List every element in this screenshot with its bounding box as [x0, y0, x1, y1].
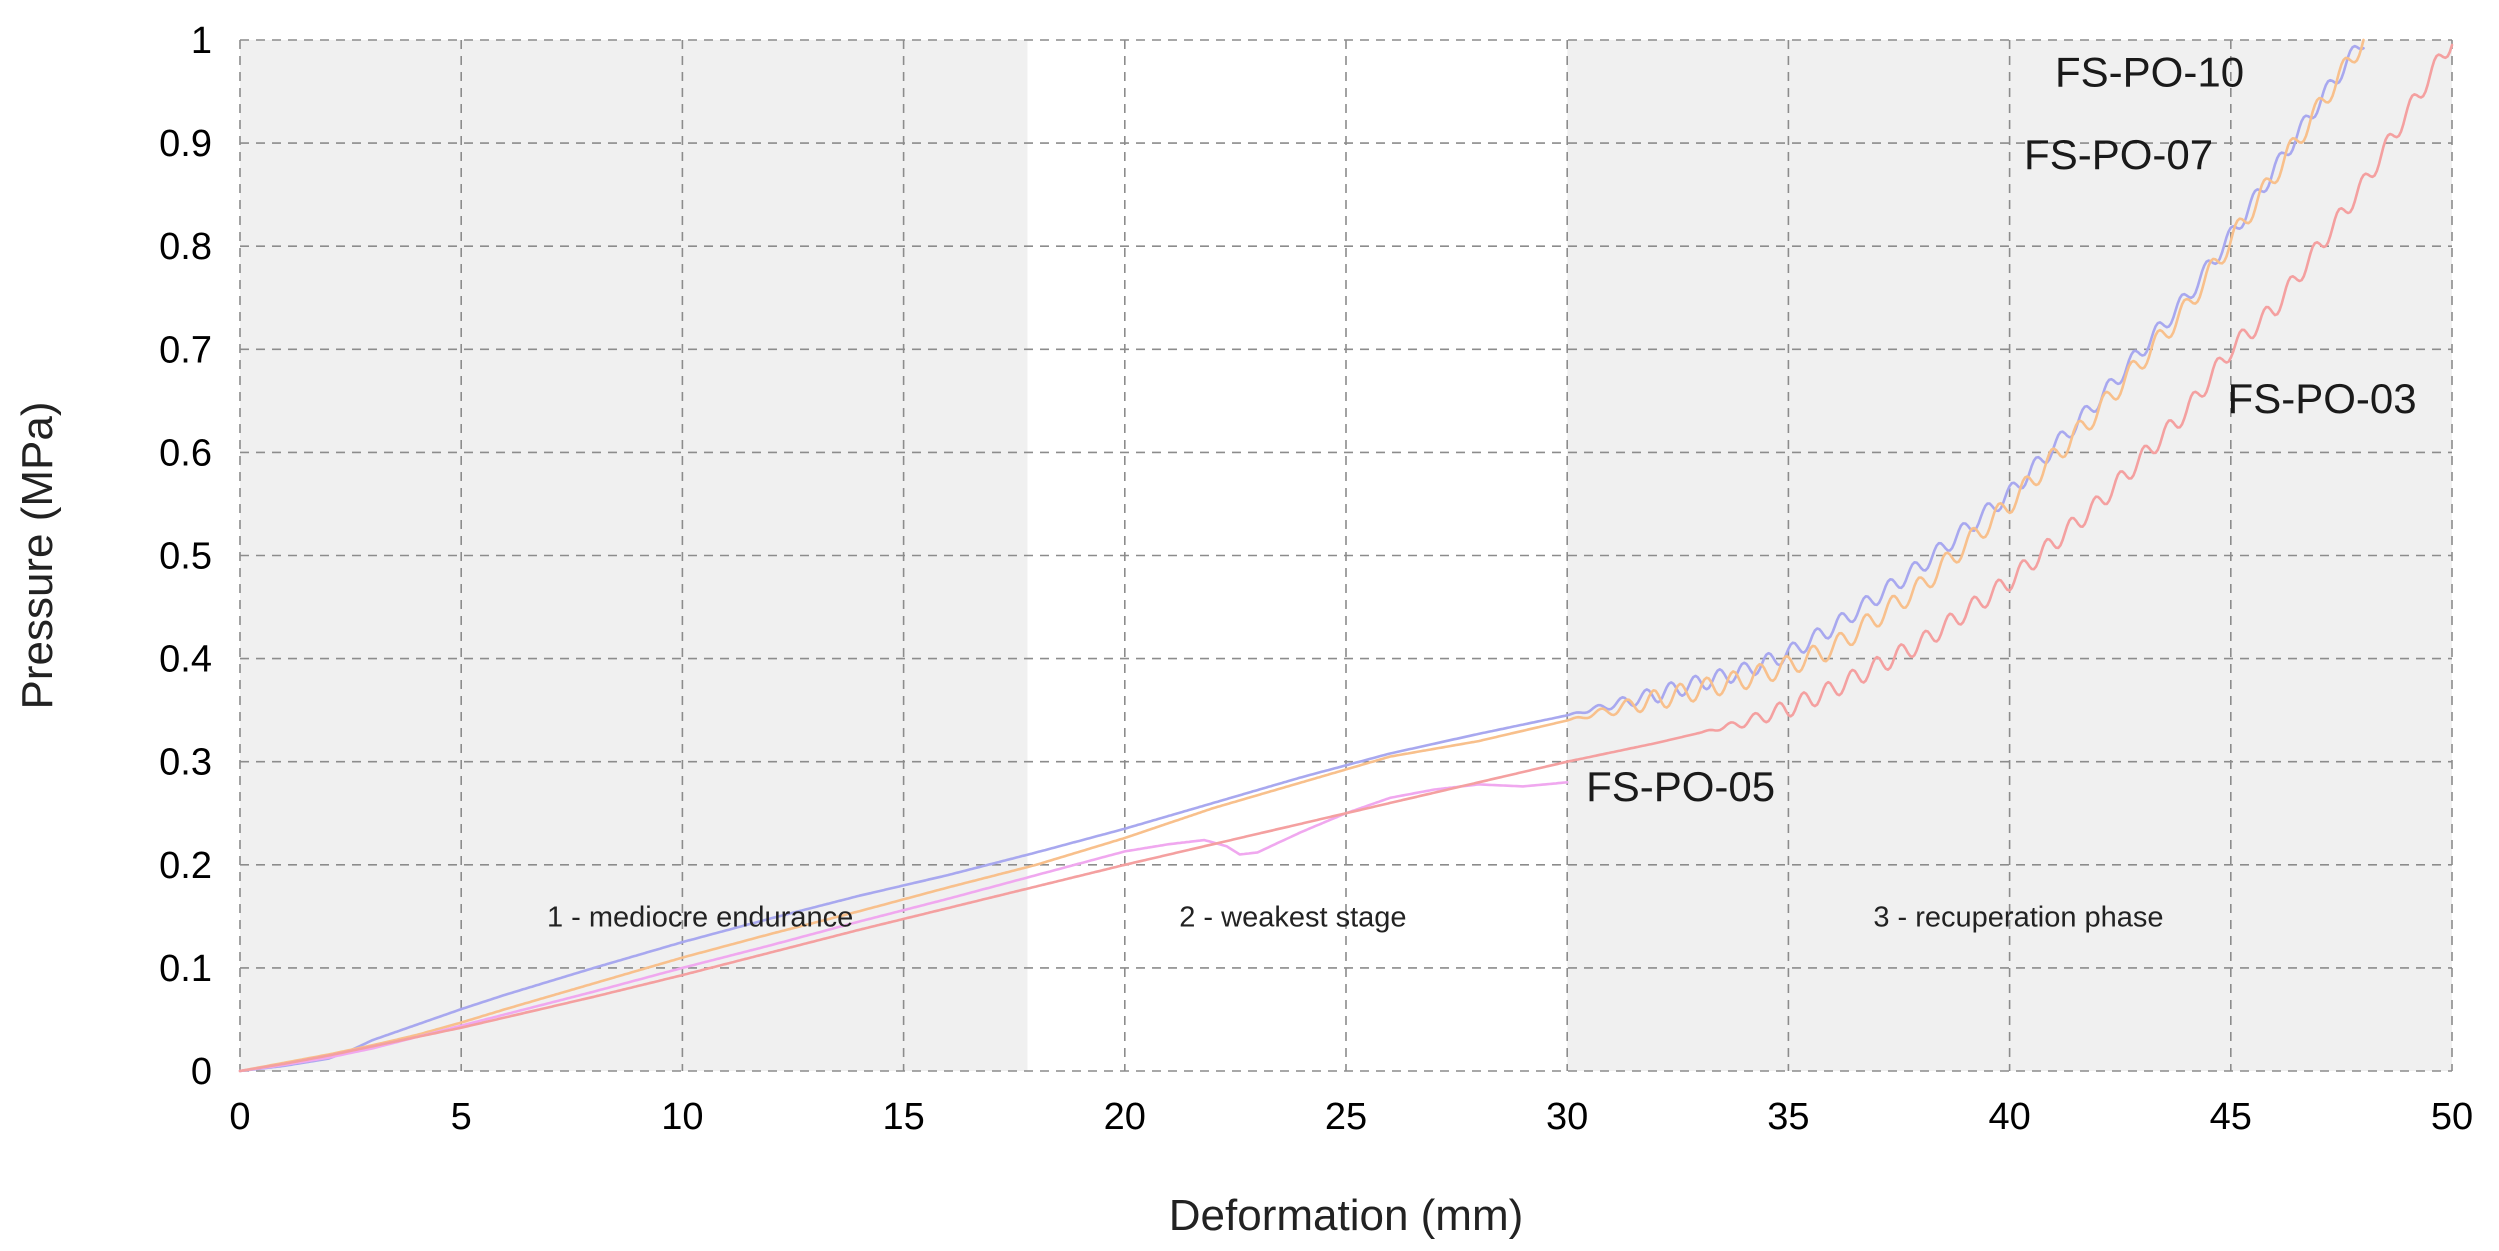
x-tick-label-10: 50	[2431, 1096, 2473, 1138]
y-tick-label-0: 0	[191, 1051, 212, 1093]
grid	[239, 39, 2453, 1072]
y-axis-ticks: 0 0.1 0.2 0.3 0.4 0.5 0.6 0.7 0.8 0.9 1	[159, 20, 212, 1093]
y-tick-label-7: 0.7	[159, 329, 212, 371]
y-tick-label-1: 0.1	[159, 948, 212, 990]
x-tick-label-8: 40	[1988, 1096, 2030, 1138]
y-tick-label-3: 0.3	[159, 742, 212, 784]
x-tick-label-1: 5	[451, 1096, 472, 1138]
y-tick-label-5: 0.5	[159, 536, 212, 578]
y-tick-label-9: 0.9	[159, 123, 212, 165]
series-line-fs-po-07	[238, 38, 2365, 1073]
region-label-3: 3 - recuperation phase	[1873, 902, 2163, 934]
series-label-fs-po-07: FS-PO-07	[2024, 131, 2213, 178]
y-tick-label-6: 0.6	[159, 432, 212, 474]
series-label-fs-po-05: FS-PO-05	[1586, 763, 1775, 810]
x-tick-label-2: 10	[661, 1096, 703, 1138]
series-line-fs-po-10	[238, 44, 2365, 1073]
series-lines	[238, 38, 2454, 1073]
x-tick-label-6: 30	[1546, 1096, 1588, 1138]
x-tick-label-7: 35	[1767, 1096, 1809, 1138]
series-label-fs-po-03: FS-PO-03	[2228, 375, 2417, 422]
x-axis-ticks: 0 5 10 15 20 25 30 35 40 45 50	[229, 1096, 2473, 1138]
x-axis-title: Deformation (mm)	[1169, 1191, 1524, 1240]
x-tick-label-4: 20	[1104, 1096, 1146, 1138]
x-tick-label-9: 45	[2210, 1096, 2252, 1138]
y-tick-label-10: 1	[191, 20, 212, 62]
series-label-fs-po-10: FS-PO-10	[2055, 48, 2244, 95]
y-tick-label-4: 0.4	[159, 639, 212, 681]
region-label-2: 2 - weakest stage	[1179, 902, 1406, 934]
series-line-fs-po-03	[238, 43, 2454, 1073]
y-axis-title: Pressure (MPa)	[13, 401, 62, 709]
y-tick-label-8: 0.8	[159, 226, 212, 268]
region-label-1: 1 - mediocre endurance	[547, 902, 853, 934]
x-tick-label-5: 25	[1325, 1096, 1367, 1138]
region-labels: 1 - mediocre endurance 2 - weakest stage 3…	[547, 902, 2164, 934]
y-tick-label-2: 0.2	[159, 845, 212, 887]
series-labels: FS-PO-10 FS-PO-07 FS-PO-05 FS-PO-03	[1586, 48, 2417, 809]
x-tick-label-0: 0	[229, 1096, 250, 1138]
x-tick-label-3: 15	[882, 1096, 924, 1138]
